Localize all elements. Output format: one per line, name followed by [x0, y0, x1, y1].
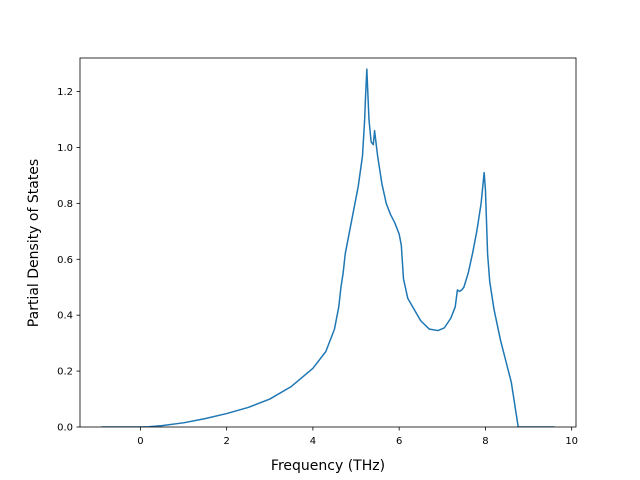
y-tick-label: 0.0	[57, 423, 73, 434]
y-axis-label: Partial Density of States	[26, 159, 42, 327]
plot-area	[79, 57, 577, 428]
y-axis-ticks: 0.0 0.2 0.4 0.6 0.8 1.0 1.2	[57, 87, 80, 434]
y-tick-label: 0.4	[57, 311, 73, 322]
x-axis-ticks: 0 2 4 6 8 10	[137, 427, 578, 447]
x-tick-label: 8	[482, 436, 488, 447]
y-tick-label: 1.0	[57, 143, 73, 154]
axes-frame	[79, 57, 577, 428]
y-tick-label: 0.6	[57, 255, 73, 266]
y-tick-label: 1.2	[57, 87, 73, 98]
y-tick-label: 0.8	[57, 199, 73, 210]
x-tick-label: 2	[223, 436, 229, 447]
x-tick-label: 4	[310, 436, 316, 447]
x-tick-label: 10	[565, 436, 578, 447]
x-tick-label: 0	[137, 436, 143, 447]
x-axis-label: Frequency (THz)	[271, 458, 385, 474]
y-tick-label: 0.2	[57, 367, 73, 378]
series-line-0	[101, 68, 555, 427]
x-tick-label: 6	[396, 436, 402, 447]
